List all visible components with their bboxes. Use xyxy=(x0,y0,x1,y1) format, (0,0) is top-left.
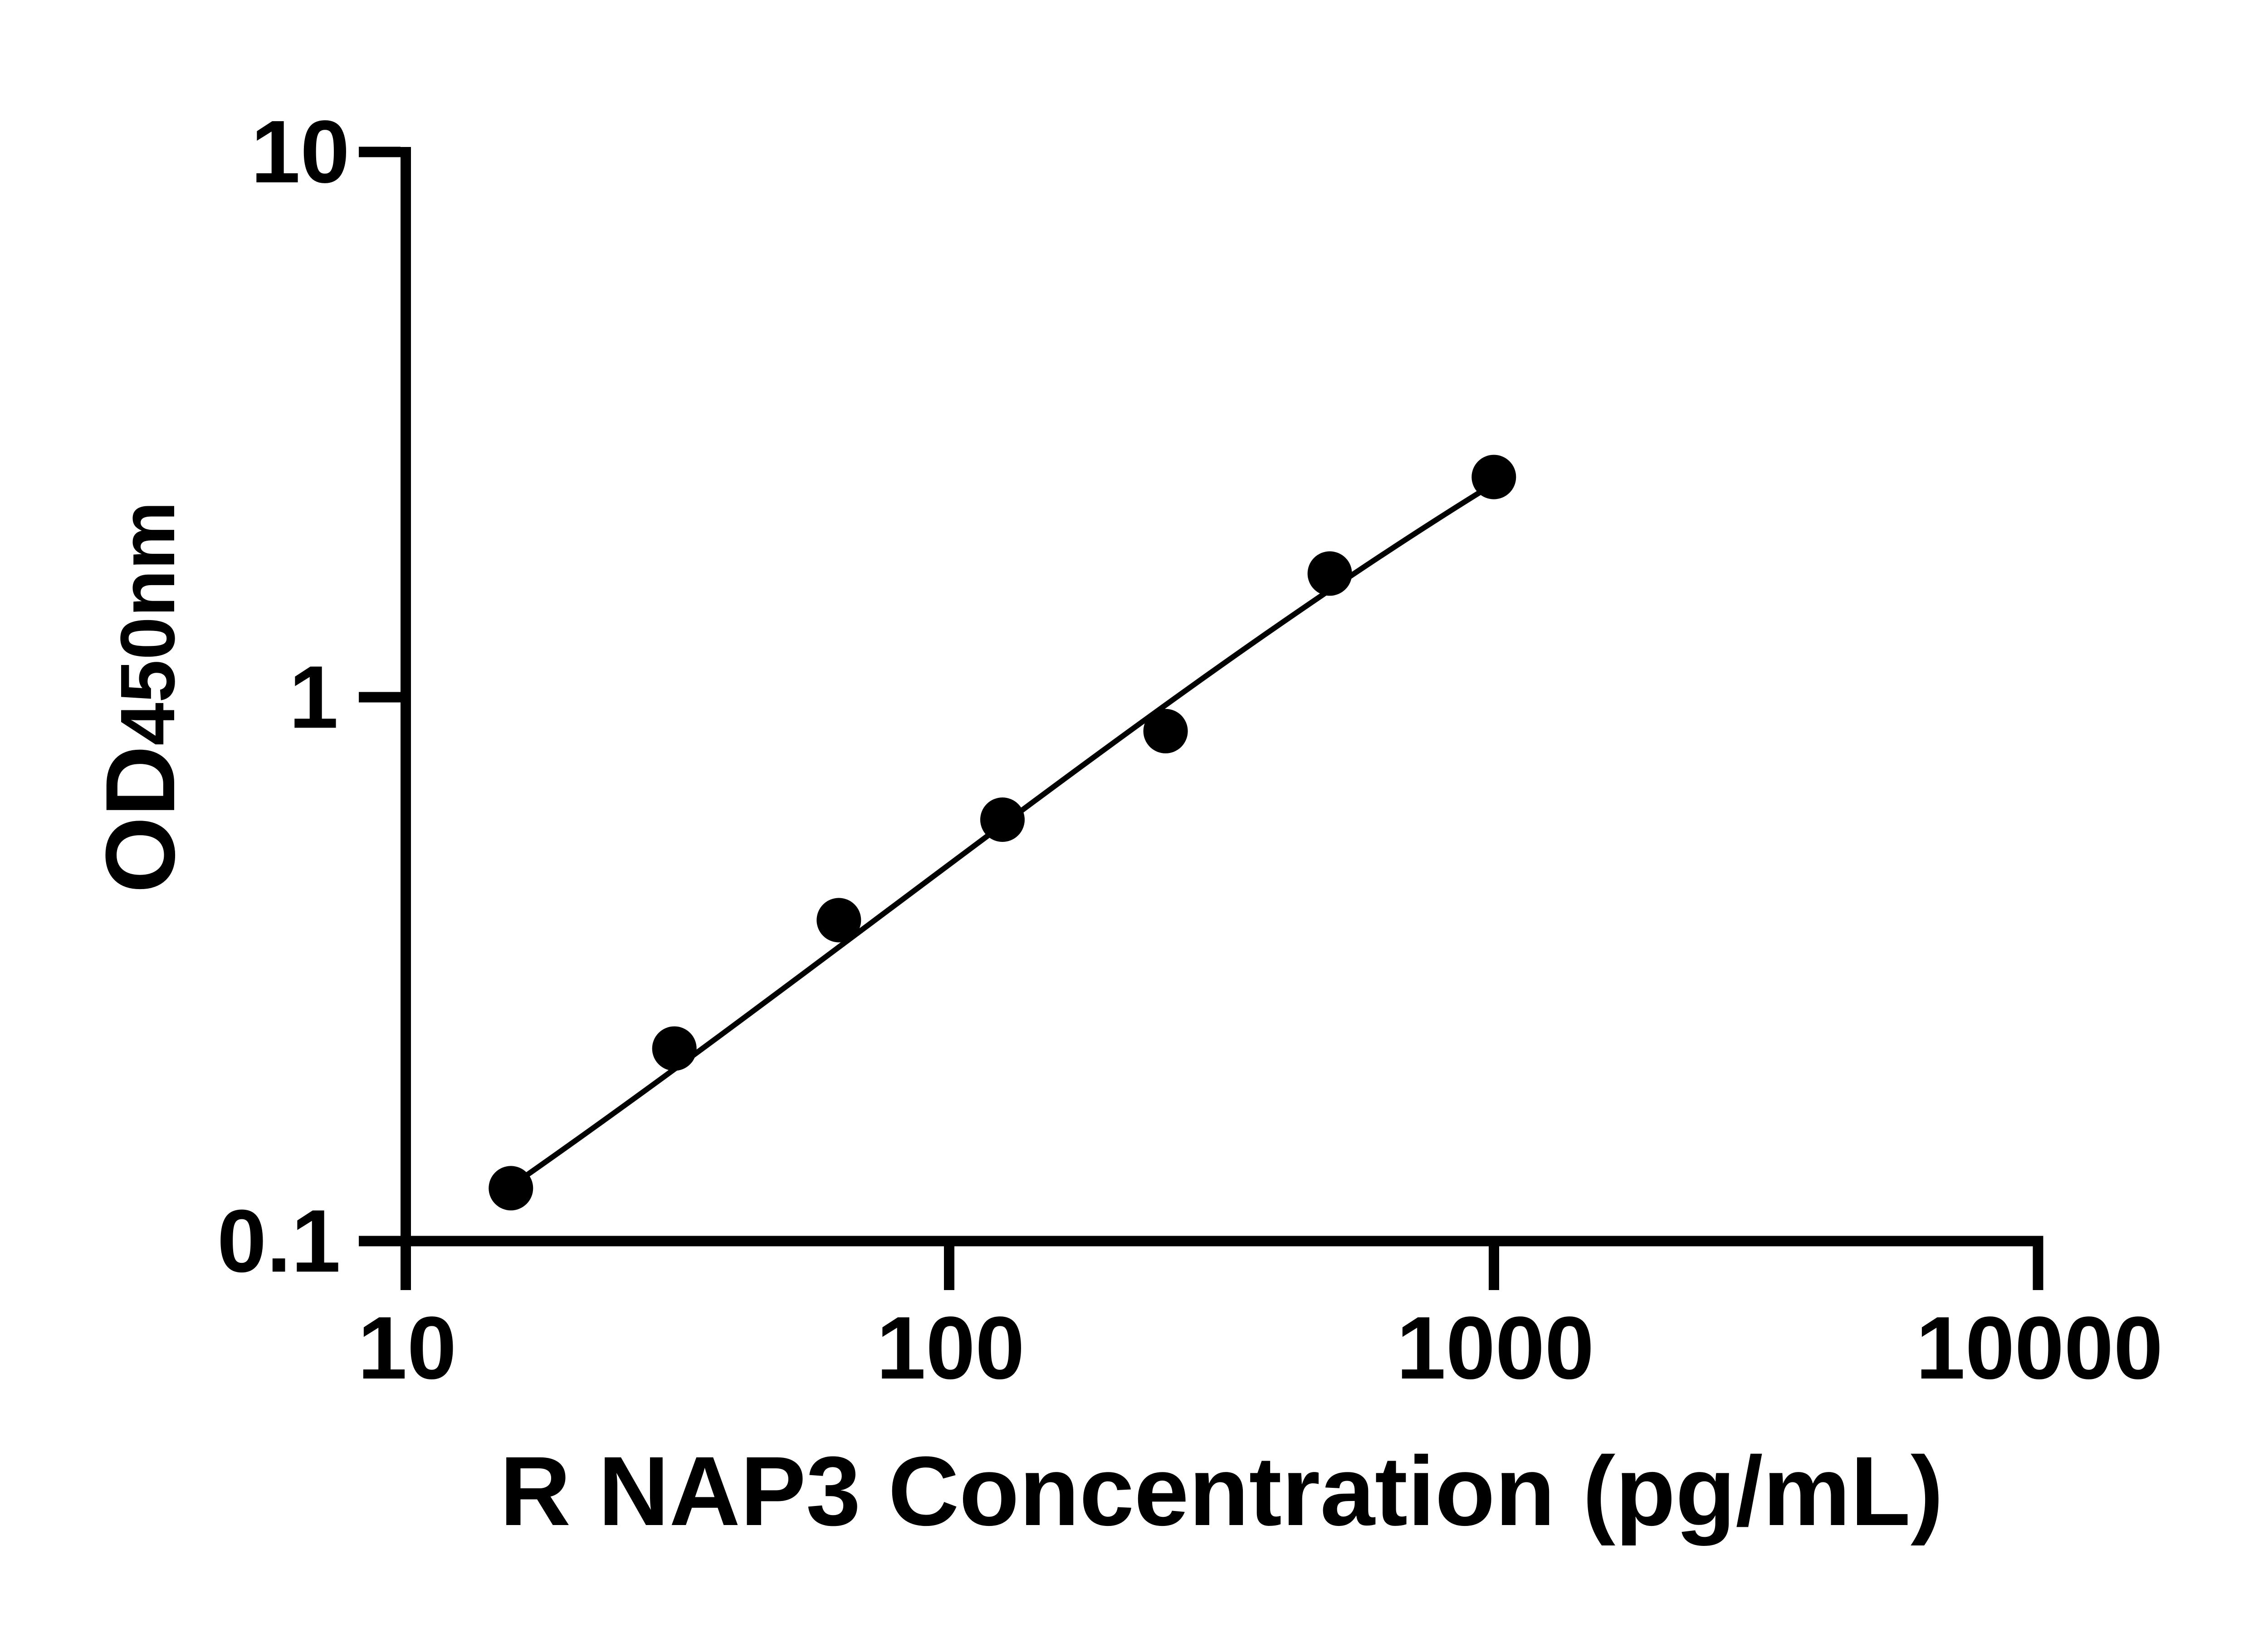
svg-text:R NAP3 Concentration (pg/mL): R NAP3 Concentration (pg/mL) xyxy=(500,1436,1944,1546)
svg-text:10: 10 xyxy=(357,1298,456,1398)
svg-text:1: 1 xyxy=(289,647,338,747)
svg-text:0.1: 0.1 xyxy=(217,1191,341,1291)
svg-text:100: 100 xyxy=(876,1298,1025,1398)
svg-text:10000: 10000 xyxy=(1916,1298,2163,1398)
svg-text:1000: 1000 xyxy=(1396,1298,1594,1398)
svg-text:10: 10 xyxy=(251,102,350,201)
